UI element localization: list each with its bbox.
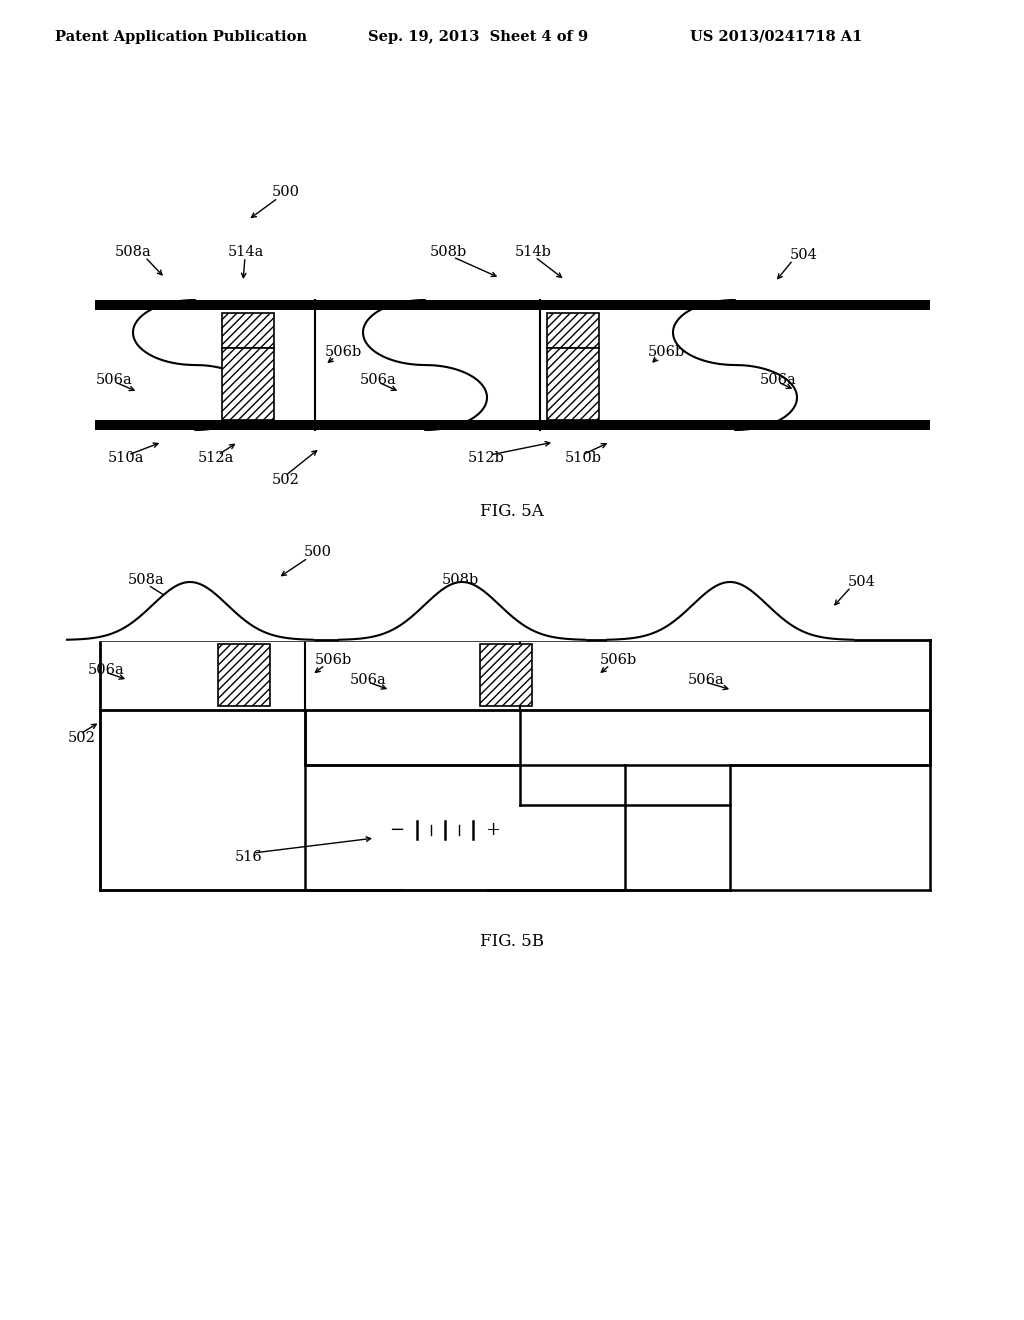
Text: 506a: 506a	[760, 374, 797, 387]
Text: FIG. 5B: FIG. 5B	[480, 933, 544, 950]
Text: 506a: 506a	[688, 673, 725, 686]
Text: 506b: 506b	[648, 345, 685, 359]
Text: 506b: 506b	[325, 345, 362, 359]
Bar	[547, 313, 599, 348]
Text: 506a: 506a	[96, 374, 133, 387]
Text: Patent Application Publication: Patent Application Publication	[55, 30, 307, 44]
Text: 512b: 512b	[468, 451, 505, 465]
Text: 504: 504	[790, 248, 818, 261]
Text: 508a: 508a	[128, 573, 165, 587]
Text: 510b: 510b	[565, 451, 602, 465]
Text: 508a: 508a	[115, 246, 152, 259]
Text: 500: 500	[272, 185, 300, 199]
Bar	[480, 644, 532, 706]
Text: 506a: 506a	[360, 374, 396, 387]
Text: 506b: 506b	[315, 653, 352, 667]
Text: 502: 502	[272, 473, 300, 487]
Text: 508b: 508b	[430, 246, 467, 259]
Bar	[222, 313, 274, 348]
Bar	[222, 348, 274, 420]
Bar	[547, 348, 599, 420]
Text: US 2013/0241718 A1: US 2013/0241718 A1	[690, 30, 862, 44]
Text: 516: 516	[234, 850, 263, 865]
Bar	[95, 300, 930, 310]
Text: 512a: 512a	[198, 451, 234, 465]
Text: 508b: 508b	[442, 573, 479, 587]
Text: +: +	[485, 821, 501, 840]
Text: Sep. 19, 2013  Sheet 4 of 9: Sep. 19, 2013 Sheet 4 of 9	[368, 30, 588, 44]
Text: 514b: 514b	[515, 246, 552, 259]
Bar	[95, 420, 930, 430]
Text: 510a: 510a	[108, 451, 144, 465]
Text: 514a: 514a	[228, 246, 264, 259]
Text: −: −	[389, 821, 404, 840]
Text: 504: 504	[848, 576, 876, 589]
Text: 500: 500	[304, 545, 332, 558]
Text: 506a: 506a	[350, 673, 387, 686]
Text: FIG. 5A: FIG. 5A	[480, 503, 544, 520]
Text: 506a: 506a	[88, 663, 125, 677]
Text: 506b: 506b	[600, 653, 637, 667]
Text: 502: 502	[68, 731, 96, 744]
Bar	[218, 644, 270, 706]
